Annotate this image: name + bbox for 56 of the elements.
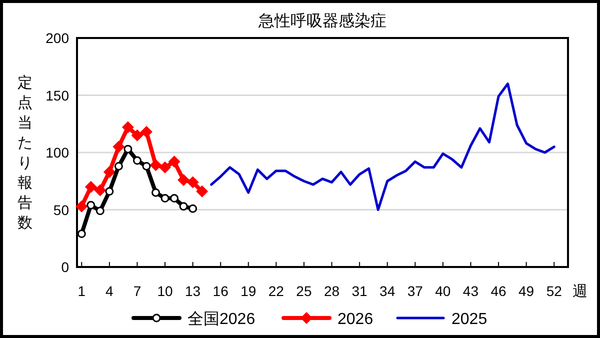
point: [140, 126, 152, 138]
point: [103, 166, 116, 178]
x-tick-label: 52: [546, 283, 562, 299]
point: [178, 174, 190, 186]
point: [150, 159, 162, 172]
point: [122, 121, 134, 134]
point: [86, 200, 96, 210]
legend-label: 全国2026: [188, 311, 256, 328]
chart-title: 急性呼吸器感染症: [258, 12, 386, 30]
point: [124, 144, 132, 154]
x-tick-label: 16: [212, 283, 229, 299]
point: [96, 206, 104, 216]
point: [94, 184, 106, 196]
y-tick-label: 50: [53, 202, 70, 218]
x-tick-label: 40: [435, 283, 451, 299]
point: [84, 180, 97, 193]
x-tick-label: 4: [106, 283, 114, 299]
x-tick-label: 19: [240, 283, 256, 299]
point: [114, 162, 123, 170]
x-tick-label: 13: [185, 283, 201, 299]
x-tick-label: 25: [296, 283, 312, 299]
x-tick-label: 1: [78, 283, 86, 299]
point: [170, 194, 179, 203]
x-tick-label: 7: [133, 283, 142, 299]
legend-label: 2026: [338, 311, 374, 328]
x-tick-label: 43: [462, 283, 479, 299]
x-tick-label: 22: [268, 283, 284, 299]
y-tick-label: 0: [61, 259, 70, 275]
point: [112, 140, 125, 153]
x-tick-label: 28: [324, 283, 340, 299]
point: [179, 202, 188, 211]
point: [77, 230, 86, 238]
x-tick-label: 37: [407, 283, 424, 299]
point: [186, 176, 199, 188]
x-tick-label: 49: [518, 283, 534, 299]
legend-label: 2025: [452, 311, 488, 328]
y-tick-label: 200: [46, 30, 70, 46]
x-axis-title: 週: [572, 283, 588, 300]
point: [168, 156, 180, 168]
x-tick-label: 31: [352, 283, 368, 299]
y-tick-label: 150: [46, 87, 70, 104]
y-axis-title: 定点当たり報告数: [18, 74, 32, 232]
point: [159, 161, 172, 174]
point: [151, 188, 160, 197]
x-tick-label: 46: [490, 283, 507, 299]
point: [160, 194, 170, 203]
y-tick-label: 100: [46, 144, 70, 160]
x-tick-label: 34: [380, 283, 396, 299]
x-tick-label: 10: [157, 283, 174, 299]
point: [188, 204, 198, 213]
point: [76, 200, 88, 212]
point: [196, 185, 208, 198]
point: [132, 156, 142, 165]
point: [131, 129, 144, 142]
point: [142, 162, 151, 170]
point: [105, 187, 114, 196]
